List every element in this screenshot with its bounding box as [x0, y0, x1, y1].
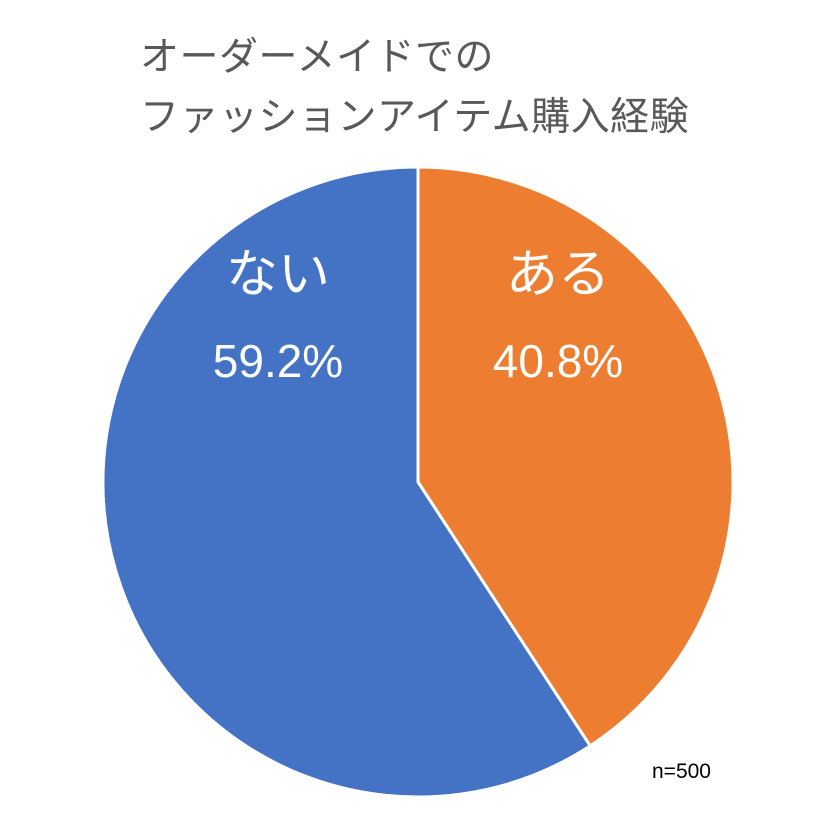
slice-value-label-2: 59.2% [213, 335, 343, 387]
slice-category-label-2: ない [226, 245, 330, 305]
chart-title: オーダーメイドでの ファッションアイテム購入経験 [140, 28, 689, 148]
chart-title-line-1: オーダーメイドでの [140, 35, 494, 80]
chart-title-line-2: ファッションアイテム購入経験 [140, 95, 690, 140]
slice-category-label-1: ある [506, 245, 610, 305]
sample-size-note: n=500 [652, 760, 711, 783]
slice-value-label-1: 40.8% [493, 335, 623, 387]
pie-slice-2 [101, 165, 593, 799]
